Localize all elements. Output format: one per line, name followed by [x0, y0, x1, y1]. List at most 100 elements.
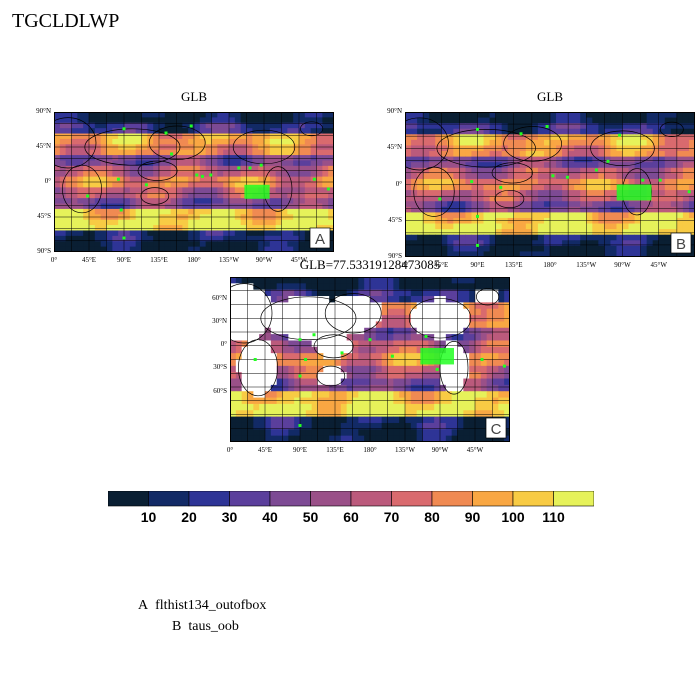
- colorbar-swatch: [391, 491, 433, 507]
- lon-tick-label: 0°: [50, 256, 58, 264]
- graticule: [230, 277, 510, 442]
- station-marker: [253, 358, 257, 361]
- station-marker: [164, 131, 168, 135]
- station-marker: [122, 236, 126, 240]
- station-marker: [502, 364, 506, 368]
- lon-tick-label: 90°E: [470, 261, 485, 269]
- lat-tick-label: 90°S: [37, 247, 51, 255]
- colorbar-swatch: [553, 491, 594, 507]
- colorbar-tick-label: 50: [302, 509, 319, 525]
- station-marker: [476, 214, 479, 218]
- colorbar-swatch: [310, 491, 352, 507]
- station-marker: [170, 152, 174, 156]
- station-marker: [144, 183, 148, 187]
- lon-tick-label: 135°W: [219, 256, 239, 264]
- lon-tick-label: 90°W: [614, 261, 631, 269]
- station-marker: [499, 185, 503, 189]
- station-marker: [641, 178, 645, 182]
- lat-tick-label: 45°S: [388, 215, 402, 224]
- lat-tick-label: 60°N: [212, 294, 227, 302]
- station-marker: [312, 333, 316, 337]
- lon-tick-label: 135°W: [395, 446, 415, 454]
- station-marker: [470, 180, 474, 184]
- lon-tick-label: 90°W: [255, 256, 273, 264]
- colorbar-tick-label: 20: [181, 509, 197, 525]
- lon-tick-label: 135°E: [150, 256, 168, 264]
- station-marker: [298, 338, 302, 342]
- station-marker: [435, 367, 439, 371]
- station-marker: [304, 358, 308, 361]
- station-marker: [340, 351, 344, 355]
- panel-b-title: GLB: [537, 89, 563, 104]
- colorbar: [108, 491, 594, 507]
- lat-tick-label: 0°: [220, 340, 227, 348]
- map-frame: [230, 277, 510, 442]
- panel-letter-text: B: [676, 236, 686, 253]
- station-marker: [326, 187, 330, 191]
- station-marker: [594, 168, 598, 172]
- graticule: [54, 112, 334, 252]
- colorbar-tick-label: 70: [383, 509, 400, 525]
- panel-a-title: GLB: [181, 89, 207, 104]
- station-marker: [424, 334, 428, 338]
- station-markers: [253, 333, 506, 427]
- station-marker: [119, 208, 123, 212]
- map-panel-a: A: [54, 112, 334, 252]
- colorbar-swatch: [472, 491, 514, 507]
- lon-tick-label: 0°: [401, 261, 409, 269]
- lon-tick-label: 45°W: [290, 256, 308, 264]
- colorbar-tick-label: 110: [542, 509, 565, 525]
- panel-letter-text: A: [315, 231, 325, 248]
- station-cluster: [420, 347, 454, 365]
- colorbar-swatch: [269, 491, 311, 507]
- colorbar-swatch: [188, 491, 230, 507]
- colorbar-tick-label: 80: [424, 509, 440, 525]
- colorbar-tick-label: 90: [464, 509, 481, 525]
- lat-tick-label: 60°S: [213, 387, 227, 395]
- station-markers: [86, 124, 330, 240]
- lon-tick-label: 180°: [363, 446, 377, 454]
- lon-tick-label: 135°E: [504, 261, 523, 269]
- station-marker: [390, 354, 394, 358]
- station-marker: [259, 163, 263, 167]
- legend-item-a: A flthist134_outofbox: [138, 598, 266, 614]
- panel-letter: B: [670, 232, 692, 254]
- station-marker: [237, 166, 241, 170]
- figure-title: TGCLDLWP: [12, 10, 120, 32]
- panel-letter-text: C: [491, 421, 502, 438]
- station-marker: [545, 125, 549, 128]
- lat-tick-label: 30°N: [212, 317, 227, 325]
- colorbar-swatch: [350, 491, 392, 507]
- colorbar-swatch: [229, 491, 271, 507]
- station-marker: [519, 132, 523, 136]
- lon-tick-label: 90°W: [431, 446, 449, 454]
- colorbar-tick-label: 60: [343, 509, 359, 525]
- station-marker: [687, 190, 691, 194]
- lat-tick-label: 90°S: [388, 252, 402, 260]
- station-marker: [189, 124, 193, 128]
- colorbar-tick-label: 100: [501, 509, 525, 525]
- lat-tick-label: 90°N: [387, 107, 402, 115]
- lon-tick-label: 45°E: [257, 446, 273, 454]
- lon-tick-label: 180°: [543, 261, 557, 269]
- legend-item-b: B taus_oob: [172, 619, 239, 635]
- station-marker: [438, 197, 442, 201]
- station-cluster: [616, 184, 652, 201]
- lon-tick-label: 180°: [187, 256, 201, 264]
- station-marker: [480, 358, 484, 361]
- station-marker: [551, 174, 555, 178]
- colorbar-swatch: [431, 491, 473, 507]
- panel-letter: A: [309, 227, 331, 249]
- lat-tick-label: 45°S: [37, 212, 51, 220]
- station-marker: [476, 127, 479, 131]
- map-panel-c: C: [230, 277, 510, 442]
- station-marker: [195, 173, 199, 177]
- lon-tick-label: 90°E: [116, 256, 132, 264]
- colorbar-tick-label: 40: [262, 509, 278, 525]
- station-marker: [248, 166, 252, 170]
- station-marker: [116, 177, 120, 181]
- legend-text-b: taus_oob: [188, 619, 239, 634]
- lat-tick-label: 45°N: [36, 142, 51, 150]
- lon-tick-label: 45°W: [650, 261, 667, 269]
- graticule: [405, 112, 695, 257]
